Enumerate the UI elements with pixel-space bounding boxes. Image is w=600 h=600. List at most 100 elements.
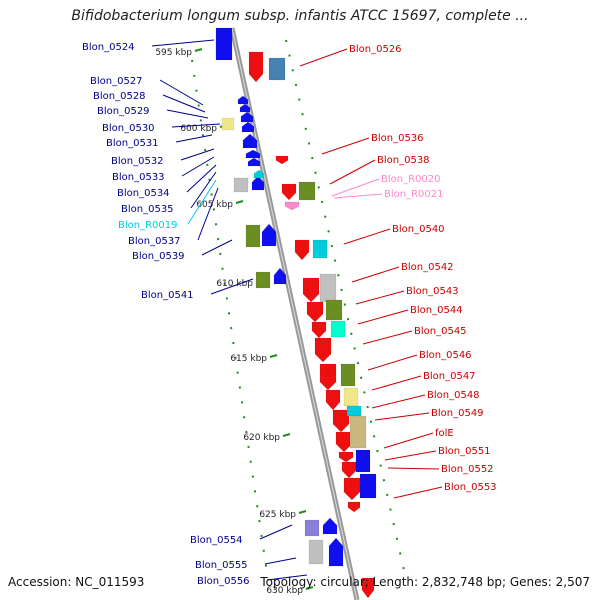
- cog-category-box: [308, 539, 324, 565]
- cog-category-box: [268, 57, 286, 81]
- reverse-gene-arrow[interactable]: [281, 183, 297, 201]
- forward-gene-arrow[interactable]: [245, 149, 261, 159]
- forward-gene-label[interactable]: Blon_0555: [195, 560, 248, 571]
- reverse-gene-arrow[interactable]: [335, 431, 353, 453]
- reverse-gene-label[interactable]: Blon_0547: [423, 371, 476, 382]
- forward-gene-arrow[interactable]: [273, 267, 287, 285]
- cog-category-box: [325, 299, 343, 321]
- chromosome-backbone-highlight: [231, 27, 358, 600]
- forward-gene-label[interactable]: Blon_0556: [197, 576, 250, 587]
- reverse-gene-label[interactable]: Blon_0542: [401, 262, 454, 273]
- reverse-gene-arrow[interactable]: [311, 321, 327, 339]
- forward-gene-arrow[interactable]: [251, 175, 265, 191]
- reverse-label-leader: [299, 48, 348, 67]
- forward-gene-label[interactable]: Blon_R0019: [118, 220, 178, 231]
- reverse-gene-label[interactable]: Blon_0551: [438, 446, 491, 457]
- cog-category-box: [304, 519, 320, 537]
- forward-gene-arrow[interactable]: [247, 157, 261, 167]
- kbp-tick-label: 600 kbp: [180, 124, 217, 134]
- map-title: Bifidobacterium longum subsp. infantis A…: [71, 8, 529, 24]
- kbp-tick-label: 620 kbp: [243, 433, 280, 443]
- reverse-gene-arrow[interactable]: [325, 389, 341, 411]
- reverse-gene-label[interactable]: Blon_0526: [349, 44, 402, 55]
- kbp-tick-mark: [235, 200, 244, 204]
- forward-gene-label[interactable]: Blon_0554: [190, 535, 243, 546]
- forward-gene-label[interactable]: Blon_0527: [90, 76, 143, 87]
- forward-gene-label[interactable]: Blon_0524: [82, 42, 135, 53]
- forward-label-leader: [166, 109, 209, 119]
- accession-text: Accession: NC_011593: [8, 575, 145, 589]
- reverse-gene-arrow[interactable]: [332, 409, 350, 433]
- forward-gene-arrow[interactable]: [261, 223, 277, 247]
- reverse-gene-label[interactable]: Blon_0538: [377, 155, 430, 166]
- reverse-gene-label[interactable]: Blon_0543: [406, 286, 459, 297]
- cog-category-box: [245, 224, 261, 248]
- rrna-forward-arrow[interactable]: [253, 169, 265, 179]
- cog-category-box: [330, 320, 346, 338]
- reverse-gene-arrow[interactable]: [361, 577, 375, 599]
- reverse-gene-label[interactable]: Blon_0549: [431, 408, 484, 419]
- forward-gene-label[interactable]: Blon_0534: [117, 188, 170, 199]
- forward-gene-arrow[interactable]: [237, 95, 249, 105]
- forward-gene-arrow[interactable]: [239, 103, 251, 113]
- kbp-tick-mark: [282, 433, 291, 437]
- reverse-gene-label[interactable]: Blon_R0020: [381, 174, 441, 185]
- forward-gene-label[interactable]: Blon_0530: [102, 123, 155, 134]
- forward-gene-arrow[interactable]: [241, 121, 255, 133]
- reverse-label-leader: [367, 354, 418, 371]
- kbp-tick-label: 625 kbp: [259, 510, 296, 520]
- reverse-gene-arrow[interactable]: [347, 501, 361, 513]
- reverse-gene-arrow[interactable]: [302, 277, 320, 303]
- forward-gene-label[interactable]: Blon_0541: [141, 290, 194, 301]
- reverse-gene-arrow[interactable]: [248, 51, 264, 83]
- reverse-gene-label[interactable]: Blon_0536: [371, 133, 424, 144]
- forward-gene-label[interactable]: Blon_0537: [128, 236, 181, 247]
- forward-label-leader: [266, 574, 308, 581]
- reverse-gene-label[interactable]: Blon_R0021: [384, 189, 444, 200]
- forward-gene-arrow[interactable]: [242, 133, 258, 149]
- forward-gene-arrow[interactable]: [240, 111, 254, 123]
- reverse-gene-label[interactable]: folE: [435, 428, 454, 439]
- forward-gene-label[interactable]: Blon_0533: [112, 172, 165, 183]
- reverse-label-leader: [357, 309, 409, 325]
- forward-gene-label[interactable]: Blon_0532: [111, 156, 164, 167]
- forward-gene-arrow[interactable]: [322, 517, 338, 535]
- forward-label-leader: [190, 171, 217, 209]
- reverse-label-leader: [321, 137, 370, 155]
- reverse-gene-arrow[interactable]: [306, 301, 324, 323]
- reverse-label-leader: [371, 375, 422, 391]
- forward-gene-label[interactable]: Blon_0535: [121, 204, 174, 215]
- kbp-tick-label: 595 kbp: [155, 48, 192, 58]
- reverse-label-leader: [355, 290, 405, 305]
- reverse-gene-label[interactable]: Blon_0540: [392, 224, 445, 235]
- rrna-reverse-arrow[interactable]: [284, 201, 300, 211]
- reverse-gene-label[interactable]: Blon_0546: [419, 350, 472, 361]
- reverse-gene-arrow[interactable]: [275, 155, 289, 165]
- cog-category-box: [343, 387, 359, 407]
- reverse-label-leader: [343, 228, 391, 245]
- reverse-gene-arrow[interactable]: [314, 337, 332, 363]
- forward-gene-label[interactable]: Blon_0539: [132, 251, 185, 262]
- forward-label-leader: [259, 524, 293, 540]
- forward-gene-label[interactable]: Blon_0528: [93, 91, 146, 102]
- reverse-gene-arrow[interactable]: [294, 239, 310, 261]
- reverse-gene-label[interactable]: Blon_0545: [414, 326, 467, 337]
- reverse-label-leader: [362, 330, 413, 345]
- reverse-gene-arrow[interactable]: [319, 363, 337, 391]
- kbp-tick-label: 610 kbp: [216, 279, 253, 289]
- reverse-gene-arrow[interactable]: [343, 477, 361, 501]
- forward-gene-arrow[interactable]: [328, 537, 344, 567]
- forward-label-leader: [162, 94, 206, 113]
- reverse-gene-label[interactable]: Blon_0552: [441, 464, 494, 475]
- reverse-gene-label[interactable]: Blon_0553: [444, 482, 497, 493]
- cog-category-box: [298, 181, 316, 201]
- forward-gene-label[interactable]: Blon_0531: [106, 138, 159, 149]
- reverse-gene-label[interactable]: Blon_0544: [410, 305, 463, 316]
- reverse-gene-label[interactable]: Blon_0548: [427, 390, 480, 401]
- reverse-gene-arrow[interactable]: [338, 451, 354, 463]
- reverse-gene-arrow[interactable]: [341, 461, 357, 479]
- cog-category-box: [355, 449, 371, 473]
- reverse-label-leader: [351, 266, 400, 283]
- forward-gene-label[interactable]: Blon_0529: [97, 106, 150, 117]
